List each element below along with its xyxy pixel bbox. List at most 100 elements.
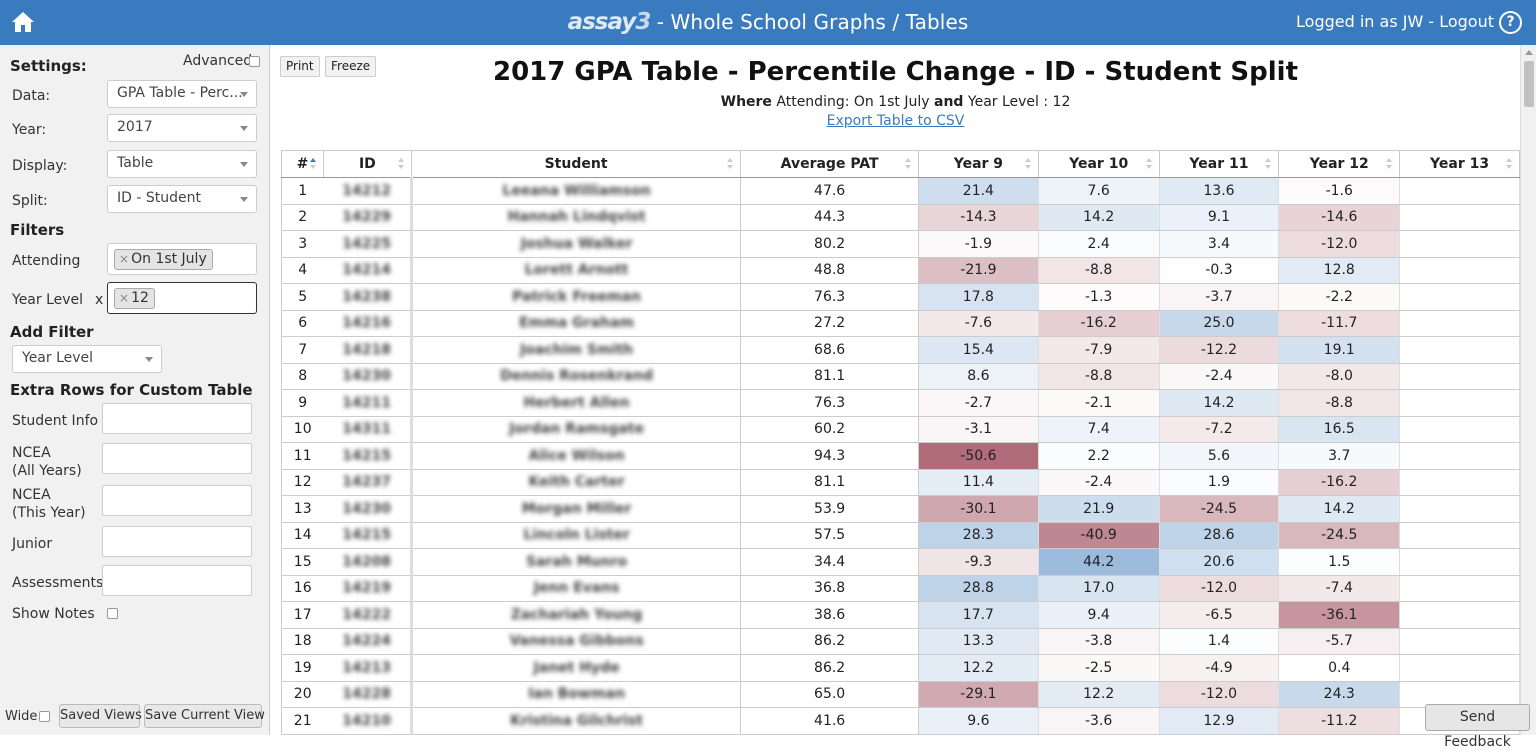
sidebar: Settings: Advanced Data: GPA Table - Per… (0, 45, 270, 735)
year-10-cell: 7.6 (1038, 177, 1160, 205)
remove-tag-icon[interactable]: × (119, 252, 130, 266)
wide-checkbox[interactable] (39, 711, 50, 722)
student-info-input[interactable] (102, 403, 252, 434)
student-name-cell: Leeana Williamson (411, 177, 742, 205)
year-13-cell (1399, 336, 1520, 364)
row-number-cell: 5 (281, 283, 324, 311)
table-row: 21 14210 Kristina Gilchrist 41.6 9.6 -3.6 12.9… (281, 707, 1520, 735)
column-header-year-10[interactable]: Year 10 (1037, 150, 1160, 178)
student-name-cell: Joshua Walker (411, 230, 742, 258)
year-10-cell: 2.4 (1038, 230, 1160, 258)
column-header-number[interactable]: # (281, 150, 324, 178)
send-feedback-button[interactable]: Send Feedback (1425, 704, 1530, 750)
row-number-cell: 4 (281, 257, 324, 284)
year-12-cell: -12.0 (1278, 230, 1401, 258)
average-pat-cell: 34.4 (740, 548, 919, 576)
student-id-cell: 14214 (323, 257, 413, 284)
year-13-cell (1399, 257, 1520, 284)
year-11-cell: -4.9 (1159, 654, 1280, 682)
student-name-cell: Ian Bowman (411, 681, 742, 708)
year-11-cell: -12.2 (1159, 336, 1280, 364)
vertical-scrollbar[interactable] (1520, 45, 1536, 735)
scroll-up-icon[interactable] (1525, 50, 1533, 55)
year-11-cell: 12.9 (1159, 707, 1280, 735)
chevron-down-icon (240, 126, 248, 131)
year-13-cell (1399, 230, 1520, 258)
column-header-id[interactable]: ID (322, 150, 412, 178)
save-current-view-button[interactable]: Save Current View (144, 704, 265, 728)
display-select[interactable]: Table (107, 150, 257, 178)
year-9-cell: 12.2 (918, 654, 1039, 682)
student-id-cell: 14212 (323, 177, 413, 205)
student-name-cell: Janet Hyde (411, 654, 742, 682)
attending-filter-input[interactable]: × On 1st July (107, 243, 257, 275)
year-11-cell: 25.0 (1159, 310, 1280, 337)
ncea-this-year-input[interactable] (102, 485, 252, 516)
sort-icon (1506, 158, 1513, 170)
table-row: 18 14224 Vanessa Gibbons 86.2 13.3 -3.8 1.4 -5.… (281, 628, 1520, 655)
ncea-all-years-input[interactable] (102, 443, 252, 474)
sort-icon (1024, 158, 1032, 170)
show-notes-checkbox[interactable] (107, 608, 118, 619)
year-12-cell: -14.6 (1278, 204, 1401, 231)
year-11-cell: -0.3 (1159, 257, 1280, 284)
year-9-cell: 9.6 (918, 707, 1039, 735)
add-filter-select[interactable]: Year Level (12, 345, 162, 373)
advanced-checkbox[interactable] (249, 56, 260, 67)
freeze-button[interactable]: Freeze (325, 56, 377, 77)
attending-label: Attending (12, 253, 81, 269)
year-11-cell: -2.4 (1159, 363, 1280, 390)
table-header-row: # ID Student Average PAT Year 9 Year 10 … (281, 150, 1520, 178)
junior-input[interactable] (102, 526, 252, 557)
export-csv-link[interactable]: Export Table to CSV (826, 113, 965, 129)
year-level-tag[interactable]: × 12 (114, 288, 155, 309)
year-9-cell: -1.9 (918, 230, 1039, 258)
print-button[interactable]: Print (280, 56, 320, 77)
split-select[interactable]: ID - Student (107, 185, 257, 213)
extra-rows-heading: Extra Rows for Custom Table (10, 381, 253, 399)
year-13-cell (1399, 177, 1520, 205)
student-name-cell: Zachariah Young (411, 601, 742, 629)
year-10-cell: -8.8 (1038, 257, 1160, 284)
table-row: 16 14219 Jenn Evans 36.8 28.8 17.0 -12.0 -7.4 (281, 575, 1520, 602)
page-subtitle: Where Attending: On 1st July and Year Le… (720, 94, 1071, 110)
row-number-cell: 18 (281, 628, 324, 655)
year-select[interactable]: 2017 (107, 114, 257, 142)
table-row: 8 14230 Dennis Rosenkrand 81.1 8.6 -8.8 -2.4 -8… (281, 363, 1520, 390)
scrollbar-thumb[interactable] (1524, 61, 1534, 107)
year-11-cell: -12.0 (1159, 575, 1280, 602)
column-header-average-pat[interactable]: Average PAT (740, 150, 919, 178)
home-icon[interactable] (11, 11, 35, 33)
column-header-year-11[interactable]: Year 11 (1158, 150, 1280, 178)
remove-tag-icon[interactable]: × (119, 291, 130, 305)
row-number-cell: 19 (281, 654, 324, 682)
assessments-input[interactable] (102, 565, 252, 596)
year-9-cell: -9.3 (918, 548, 1039, 576)
year-11-cell: 14.2 (1159, 389, 1280, 417)
year-9-cell: 8.6 (918, 363, 1039, 390)
column-header-student[interactable]: Student (410, 150, 742, 178)
table-row: 13 14230 Morgan Miller 53.9 -30.1 21.9 -24.5 14… (281, 495, 1520, 523)
attending-tag[interactable]: × On 1st July (114, 249, 213, 270)
student-name-cell: Kristina Gilchrist (411, 707, 742, 735)
saved-views-button[interactable]: Saved Views (59, 704, 142, 728)
column-header-year-12[interactable]: Year 12 (1278, 150, 1401, 178)
remove-filter-icon[interactable]: x (95, 292, 104, 308)
student-name-cell: Joachim Smith (411, 336, 742, 364)
year-9-cell: -29.1 (918, 681, 1039, 708)
data-select[interactable]: GPA Table - Perc... (107, 80, 257, 108)
year-9-cell: -21.9 (918, 257, 1039, 284)
table-row: 7 14218 Joachim Smith 68.6 15.4 -7.9 -12.2 19.1 (281, 336, 1520, 364)
year-11-cell: -6.5 (1159, 601, 1280, 629)
column-header-year-13[interactable]: Year 13 (1399, 150, 1520, 178)
student-id-cell: 14225 (323, 230, 413, 258)
year-11-cell: 20.6 (1159, 548, 1280, 576)
year-level-filter-input[interactable]: × 12 (107, 282, 257, 314)
year-12-cell: 24.3 (1278, 681, 1401, 708)
help-icon[interactable]: ? (1499, 11, 1522, 34)
year-13-cell (1399, 522, 1520, 549)
year-11-cell: 1.9 (1159, 469, 1280, 496)
logout-link[interactable]: Logged in as JW - Logout (1296, 12, 1494, 31)
column-header-year-9[interactable]: Year 9 (917, 150, 1039, 178)
year-11-cell: -12.0 (1159, 681, 1280, 708)
